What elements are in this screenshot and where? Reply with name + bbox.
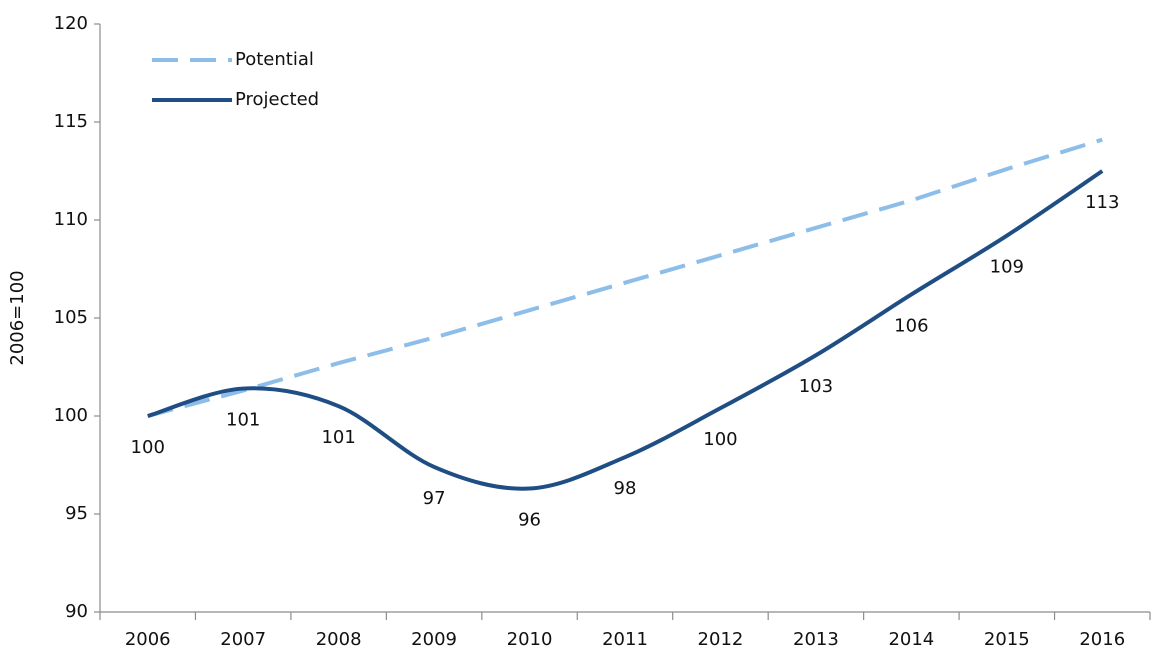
x-tick-label: 2013	[793, 629, 839, 650]
series-line	[147, 169, 1104, 491]
data-label: 101	[321, 427, 355, 448]
x-tick-label: 2016	[1079, 629, 1125, 650]
legend-label: Potential	[235, 49, 314, 70]
data-label: 101	[226, 410, 260, 431]
x-tick-label: 2015	[984, 629, 1030, 650]
x-tick-label: 2010	[507, 629, 553, 650]
y-tick-label: 90	[65, 601, 88, 622]
data-label: 103	[799, 376, 833, 397]
x-tick-label: 2007	[220, 629, 266, 650]
y-tick-label: 95	[65, 503, 88, 524]
y-tick-label: 100	[54, 405, 88, 426]
y-tick-label: 110	[54, 209, 88, 230]
x-tick-label: 2011	[602, 629, 648, 650]
legend-label: Projected	[235, 89, 319, 110]
y-axis-label: 2006=100	[7, 270, 28, 365]
y-tick-label: 105	[54, 307, 88, 328]
data-label: 96	[518, 510, 541, 531]
data-label: 100	[703, 429, 737, 450]
x-tick-label: 2008	[316, 629, 362, 650]
y-tick-label: 120	[54, 13, 88, 34]
x-tick-label: 2012	[698, 629, 744, 650]
x-tick-label: 2014	[888, 629, 934, 650]
x-tick-label: 2006	[125, 629, 171, 650]
data-label: 97	[423, 488, 446, 509]
data-label: 106	[894, 315, 928, 336]
data-label: 100	[131, 437, 165, 458]
series-line	[147, 137, 1103, 418]
data-label: 98	[614, 478, 637, 499]
data-label: 113	[1085, 192, 1119, 213]
y-tick-label: 115	[54, 111, 88, 132]
x-tick-label: 2009	[411, 629, 457, 650]
data-label: 109	[990, 257, 1024, 278]
